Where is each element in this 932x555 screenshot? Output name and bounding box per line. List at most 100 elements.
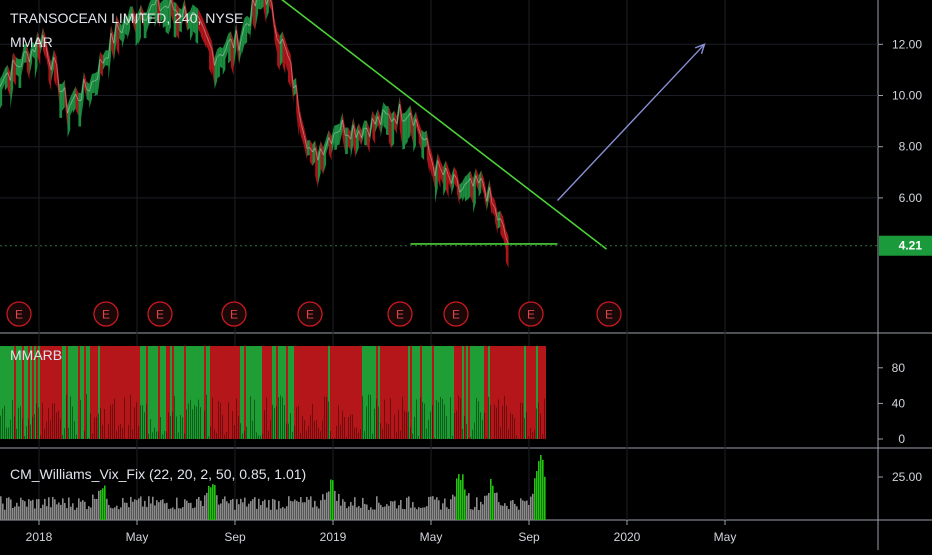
mmarb-bar-inner <box>66 395 67 439</box>
vix-bar <box>464 489 466 520</box>
vix-bar <box>236 499 238 520</box>
mmarb-bar-inner <box>526 412 527 439</box>
vix-bar <box>538 461 540 520</box>
mmarb-bar-inner <box>418 436 419 439</box>
vix-bar <box>344 502 346 520</box>
mmarb-bar <box>88 346 90 439</box>
vix-bar <box>70 507 72 520</box>
vix-bar <box>432 496 434 520</box>
x-tick-label: 2019 <box>320 530 347 544</box>
mmarb-bar-inner <box>338 405 339 439</box>
vix-bar <box>214 485 216 520</box>
mmar-ribbon-segment <box>217 47 220 79</box>
mmarb-bar-inner <box>26 426 27 439</box>
vix-bar <box>410 508 412 520</box>
vix-bar <box>250 501 252 520</box>
vix-bar <box>162 499 164 520</box>
mmar-ribbon-segment <box>500 211 503 240</box>
vix-bar <box>90 507 92 520</box>
vix-bar <box>536 471 538 520</box>
vix-bar <box>20 498 22 520</box>
mmar-ribbon-segment <box>386 106 389 135</box>
vix-bar <box>180 508 182 520</box>
mmarb-bar-inner <box>384 400 385 439</box>
trendlines <box>0 0 878 249</box>
mmarb-bar-inner <box>316 420 317 439</box>
vix-bar <box>312 507 314 520</box>
vix-bar <box>78 498 80 520</box>
mmarb-bar-inner <box>450 397 451 439</box>
y-tick-label: 25.00 <box>892 470 922 484</box>
mmarb-bar-inner <box>396 432 397 439</box>
mmar-ribbon-segment <box>468 171 471 200</box>
mmarb-bar-inner <box>530 428 531 439</box>
mmarb-bar-inner <box>234 425 235 439</box>
mmar-ribbon-segment <box>288 48 291 87</box>
mmarb-bar-inner <box>58 411 59 439</box>
vix-bar <box>424 507 426 520</box>
mmar-ribbon-segment <box>372 111 375 145</box>
mmarb-bar <box>332 346 334 439</box>
vix-bar <box>332 480 334 520</box>
vix-bar <box>342 499 344 520</box>
mmarb-bar-inner <box>212 398 213 439</box>
mmar-ribbon-segment <box>356 123 359 155</box>
mmarb-bar-inner <box>154 428 155 439</box>
mmarb-bar <box>452 346 454 439</box>
mmarb-bar-inner <box>220 403 221 439</box>
vix-bar <box>418 507 420 520</box>
vix-bar <box>170 508 172 520</box>
vix-bar <box>340 506 342 520</box>
x-tick-label: May <box>126 530 149 544</box>
vix-bar <box>412 502 414 520</box>
vix-bar <box>202 506 204 520</box>
vix-bar <box>72 503 74 520</box>
mmarb-bar <box>528 346 530 439</box>
vix-bar <box>302 502 304 520</box>
x-tick-label: 2018 <box>26 530 53 544</box>
mmarb-bar-inner <box>494 404 495 439</box>
vix-bar <box>50 507 52 520</box>
mmarb-bar <box>76 346 78 439</box>
mmarb-bar-inner <box>164 431 165 439</box>
mmarb-bar <box>126 346 128 439</box>
vix-bar <box>108 505 110 520</box>
vix-bar <box>300 497 302 520</box>
vix-bar <box>128 507 130 520</box>
vix-bar <box>164 503 166 520</box>
vix-bar <box>198 497 200 520</box>
vix-bar <box>166 503 168 520</box>
vix-bar <box>544 477 546 520</box>
mmarb-bar-inner <box>358 433 359 439</box>
mmarb-bar <box>500 346 502 439</box>
vix-bar <box>380 505 382 520</box>
mmarb-bar-inner <box>468 438 469 439</box>
mmar-ribbon-segment <box>479 170 482 197</box>
vix-bar <box>54 499 56 520</box>
vix-bar <box>352 506 354 520</box>
vix-bar <box>478 510 480 520</box>
mmarb-bar-inner <box>430 412 431 439</box>
vix-bar <box>150 503 152 520</box>
vix-bar <box>382 507 384 520</box>
vix-bar <box>58 502 60 520</box>
mmarb-bar <box>216 346 218 439</box>
mmarb-bar-inner <box>250 396 251 439</box>
mmarb-bar-inner <box>120 424 121 439</box>
vix-bar <box>402 509 404 520</box>
mmarb-bar-inner <box>380 423 381 439</box>
vix-bar <box>76 508 78 520</box>
mmarb-bar-inner <box>282 397 283 439</box>
mmarb-bar-inner <box>20 406 21 439</box>
vix-bar <box>272 499 274 520</box>
earnings-marker-label: E <box>156 308 164 322</box>
vix-bar <box>426 506 428 520</box>
mmarb-bar-inner <box>78 438 79 439</box>
mmar-ribbon-segment <box>413 111 416 152</box>
earnings-marker-label: E <box>452 308 460 322</box>
vix-pane-label: CM_Williams_Vix_Fix (22, 20, 2, 50, 0.85… <box>10 466 306 482</box>
vix-bar <box>168 509 170 520</box>
mmarb-bar-inner <box>22 419 23 439</box>
vix-bar <box>308 500 310 520</box>
mmarb-bar-inner <box>374 409 375 439</box>
